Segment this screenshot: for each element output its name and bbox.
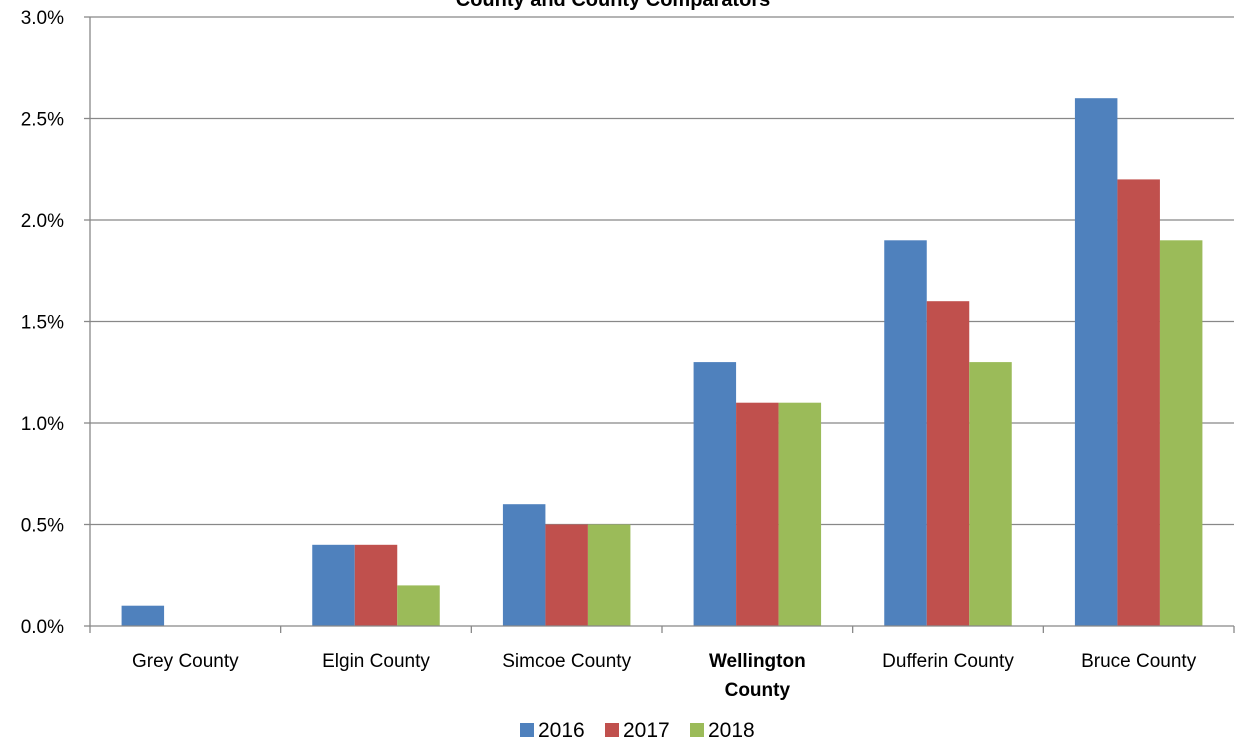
bar-2018-2 [587,524,631,626]
gridlines [84,16,1234,627]
x-category-label: Grey County [132,651,239,672]
bar-2016-5 [1074,98,1118,626]
bar-2017-4 [926,301,970,626]
bar-2018-4 [969,362,1012,626]
bar-2018-1 [397,585,440,626]
axes [89,17,1235,633]
bar-2017-3 [736,402,779,626]
y-tick-label: 2.5% [21,110,64,131]
bar-2016-4 [884,240,927,627]
bar-2016-0 [121,605,165,626]
y-tick-label: 1.5% [21,313,64,334]
x-category-label: Bruce County [1081,651,1197,672]
bar-2017-1 [354,544,398,626]
legend-label-2016: 2016 [538,719,585,742]
bar-2016-1 [312,544,355,626]
y-tick-label: 0.5% [21,516,64,537]
legend-swatch-2017 [605,723,619,737]
x-category-label: Simcoe County [502,651,631,672]
bar-2017-5 [1117,179,1160,626]
bar-2016-2 [502,504,546,626]
bar-2018-3 [778,402,822,626]
chart-title: County and County Comparators [456,0,770,11]
legend-label-2017: 2017 [623,719,670,742]
y-tick-labels: 0.0% 0.5% 1.0% 1.5% 2.0% 2.5% 3.0% [21,8,64,638]
x-category-label: Dufferin County [882,651,1014,672]
legend-swatch-2016 [520,723,534,737]
bar-2018-5 [1159,240,1203,627]
legend: 2016 2017 2018 [520,719,755,742]
x-category-label: Elgin County [322,651,430,672]
x-category-label: Wellington [709,651,806,672]
x-category-labels: Grey County Elgin County Simcoe County Well… [132,651,1197,701]
y-tick-label: 1.0% [21,414,64,435]
chart-title-group: County and County Comparators [456,0,770,11]
y-tick-label: 0.0% [21,617,64,638]
legend-label-2018: 2018 [708,719,755,742]
bar-2016-3 [693,362,737,626]
x-category-label: County [725,680,791,701]
y-tick-label: 2.0% [21,211,64,232]
bars [121,98,1203,627]
bar-2017-2 [545,524,588,626]
legend-swatch-2018 [690,723,704,737]
y-tick-label: 3.0% [21,8,64,29]
